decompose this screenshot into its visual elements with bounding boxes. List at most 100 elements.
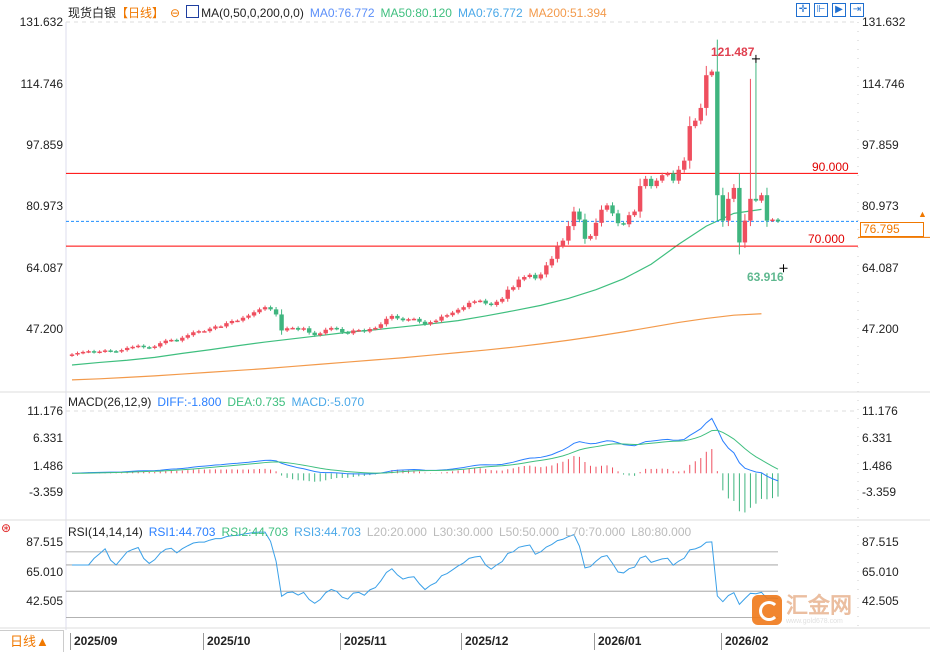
candle-body (577, 211, 582, 220)
watermark-url: www.gold678.com (786, 618, 843, 625)
candle-body (461, 307, 466, 310)
ma-value: MA0:76.772 (457, 6, 523, 20)
play-forward-icon[interactable]: ▶ (832, 3, 846, 17)
level-70-label: 70.000 (808, 232, 845, 246)
settings-icon[interactable]: ⊖ (170, 6, 181, 20)
candle-body (406, 319, 411, 321)
indicator-icon[interactable] (186, 5, 200, 18)
candle-body (268, 307, 273, 310)
candle-body (610, 205, 615, 214)
macd-tick: -3.359 (28, 485, 63, 499)
candle-body (389, 315, 395, 319)
rsi-tick: 87.515 (26, 535, 63, 549)
candle-body (124, 347, 130, 351)
candle-body (665, 173, 670, 176)
candle-body (246, 315, 251, 318)
macd-tick: 11.176 (862, 404, 898, 418)
candle-body (301, 328, 306, 330)
candle-body (450, 312, 455, 316)
candle-body (362, 330, 367, 332)
candle-body (444, 315, 450, 317)
candle-body (113, 351, 119, 353)
rsi-level-30: L30:30.000 (432, 525, 493, 539)
fit-range-icon[interactable]: ⊩ (814, 3, 828, 17)
candle-body (147, 347, 152, 349)
candle-body (251, 312, 257, 316)
candle-body (549, 258, 555, 266)
macd-tick: -3.359 (862, 485, 897, 499)
candle-body (130, 346, 135, 349)
macd-tick: 6.331 (862, 431, 893, 445)
candle-body (80, 351, 86, 354)
ma-label: MA(0,50,0,200,0,0) (201, 6, 304, 20)
candle-body (621, 223, 626, 225)
rsi2-value: RSI2:44.703 (221, 525, 289, 539)
candle-body (477, 300, 483, 303)
scroll-up-icon[interactable]: ▲ (918, 209, 927, 219)
candle-body (108, 350, 113, 352)
candle-body (505, 289, 510, 299)
candle-body (329, 327, 334, 330)
candle-body (351, 330, 356, 334)
candle-body (588, 235, 593, 239)
main-legend: 现货白银【日线】 ⊖ MA(0,50,0,200,0,0) MA0:76.772 MA5… (68, 4, 619, 21)
ma200-line (71, 313, 762, 381)
candle-body (97, 351, 102, 354)
price-tick: 47.200 (862, 322, 899, 336)
rsi-line (72, 531, 779, 606)
symbol-name: 现货白银 (68, 6, 117, 20)
rsi-level-80: L80:80.000 (631, 525, 692, 539)
month-label: 2026/02 (721, 633, 768, 650)
price-tick: 131.632 (19, 15, 63, 29)
candle-body (560, 240, 566, 247)
rsi-tick: 42.505 (862, 594, 899, 608)
ma50-line (71, 208, 762, 366)
macd-value: MACD:-5.070 (291, 395, 365, 409)
period-button[interactable]: 日线▲ (0, 630, 64, 652)
candle-body (775, 219, 781, 222)
candle-body (533, 274, 538, 279)
high-label: 121.487 (711, 45, 755, 59)
candle-body (687, 126, 692, 161)
candle-body (511, 287, 516, 290)
candle-body (720, 195, 726, 221)
candle-body (500, 298, 505, 302)
candle-body (257, 309, 262, 313)
candle-body (306, 328, 312, 333)
ma-value: MA50:80.120 (380, 6, 452, 20)
candle-body (284, 328, 290, 331)
candle-body (152, 346, 157, 348)
candle-body (494, 301, 499, 305)
candle-body (676, 169, 681, 181)
candle-body (318, 333, 323, 336)
candle-body (367, 328, 373, 332)
crosshair-icon[interactable]: ✛ (796, 3, 810, 17)
candle-body (593, 222, 599, 236)
rsi-label: RSI(14,14,14) (68, 525, 143, 539)
candle-body (770, 219, 775, 222)
ma-value: MA0:76.772 (309, 6, 375, 20)
rsi-level-70: L70:70.000 (565, 525, 626, 539)
candle-body (439, 316, 444, 321)
candle-body (726, 198, 731, 221)
candle-body (163, 340, 168, 344)
month-label: 2025/09 (70, 633, 117, 650)
candle-body (571, 211, 577, 227)
candle-body (279, 314, 284, 331)
chart-toolbar: ✛ ⊩ ▶ ⇥ (796, 3, 864, 17)
candle-body (218, 326, 224, 328)
rsi-tick: 42.505 (26, 594, 63, 608)
candle-body (704, 75, 709, 108)
dea-line (71, 429, 779, 474)
candle-body (643, 178, 648, 187)
candle-body (224, 323, 229, 327)
candle-body (544, 265, 549, 275)
candle-body (764, 195, 770, 221)
candle-body (135, 345, 141, 348)
rsi-settings-icon[interactable]: ⊛ (1, 521, 12, 535)
low-label: 63.916 (747, 270, 784, 284)
candle-body (290, 327, 295, 330)
exit-right-icon[interactable]: ⇥ (850, 3, 864, 17)
candle-body (753, 198, 759, 201)
